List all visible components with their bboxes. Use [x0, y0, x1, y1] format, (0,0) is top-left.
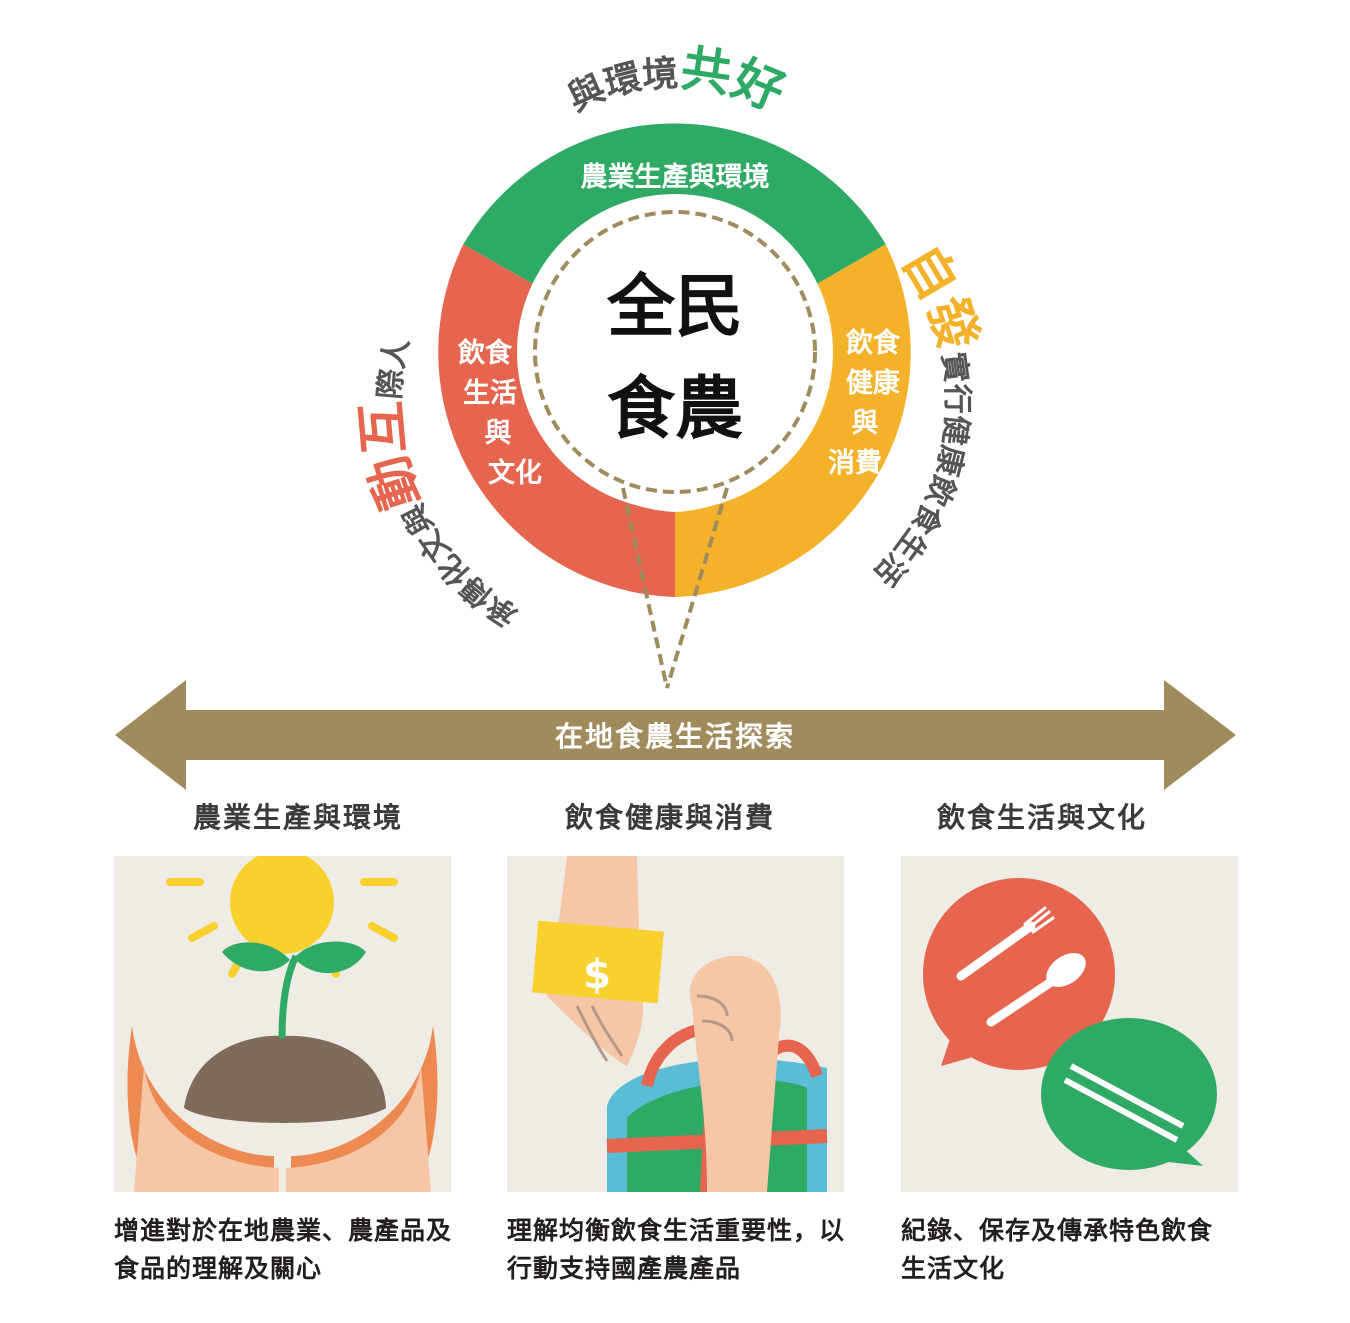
hands-seedling-sun-icon — [127, 856, 438, 1192]
panel-health: $ — [507, 856, 844, 1192]
panel-culture — [901, 856, 1238, 1192]
center-disc — [517, 194, 833, 510]
funnel-line-right — [665, 487, 729, 689]
funnel-line-left — [621, 487, 669, 689]
ring-left-label-4: 文化 — [488, 457, 542, 489]
description-agriculture: 增進對於在地農業、農產品及食品的理解及關心 — [114, 1216, 453, 1283]
center-title-line2: 食農 — [607, 370, 743, 449]
double-arrow — [115, 680, 1236, 790]
ring-right-label-4: 消費 — [828, 448, 882, 479]
ring-right-label-2: 健康 — [846, 367, 901, 399]
segment-red — [438, 244, 675, 598]
speech-bubbles-utensils-icon — [923, 878, 1217, 1170]
outer-top-text: 與環境共好 — [562, 39, 793, 122]
panel-agriculture — [114, 856, 451, 1192]
segment-orange — [675, 244, 911, 598]
dashed-ring — [533, 210, 817, 494]
hand-money-shopping-bag-icon: $ — [532, 856, 828, 1192]
ring-top-label: 農業生產與環境 — [581, 161, 770, 193]
center-title-line1: 全民 — [606, 268, 743, 347]
ring-left-label-2: 生活 — [463, 378, 517, 409]
category-agriculture: 農業生產與環境 — [193, 801, 404, 834]
ring-right-label-3: 與 — [852, 408, 879, 439]
ring-left-label-1: 飲食 — [457, 337, 513, 369]
category-health: 飲食健康與消費 — [565, 801, 776, 834]
dollar-sign: $ — [583, 952, 611, 998]
ring-right-label-1: 飲食 — [845, 327, 901, 359]
description-culture: 紀錄、保存及傳承特色飲食生活文化 — [901, 1216, 1214, 1283]
food-agri-diagram: 全民 食農 農業生產與環境 飲食 健康 與 消費 飲食 生活 與 文化 與環境共… — [115, 39, 1236, 790]
description-health: 理解均衡飲食生活重要性，以行動支持國產農產品 — [507, 1216, 846, 1283]
ring-left-label-3: 與 — [485, 418, 512, 449]
category-culture: 飲食生活與文化 — [937, 801, 1148, 834]
arrow-label: 在地食農生活探索 — [555, 720, 795, 753]
